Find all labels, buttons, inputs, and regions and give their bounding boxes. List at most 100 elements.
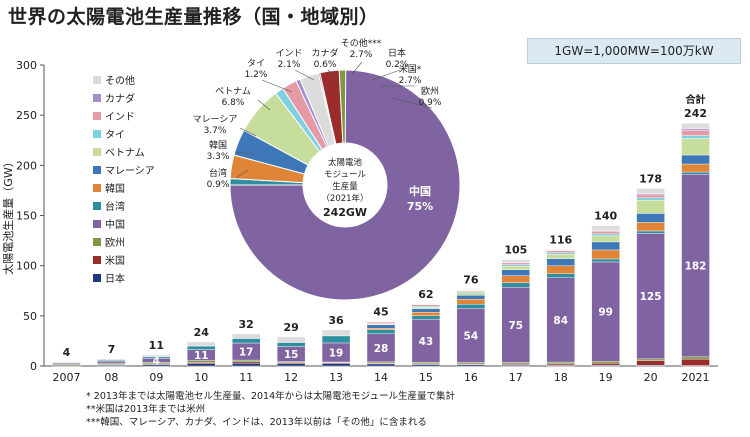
donut-slice-value: 2.7%: [350, 50, 373, 60]
bar-segment: [636, 188, 665, 195]
bar-segment: [456, 295, 486, 300]
donut-slice-name: 中国: [409, 184, 431, 198]
donut-slice-value: 0.2%: [386, 60, 409, 70]
bar-segment: [97, 358, 126, 361]
legend-label: 日本: [105, 272, 125, 285]
bar-segment: [636, 233, 665, 360]
bar-segment: [681, 138, 710, 156]
bar-segment: [231, 361, 261, 364]
bar-segment: [546, 258, 575, 266]
donut-slice-name: 欧州: [421, 85, 439, 97]
bar-segment: [321, 363, 351, 367]
bar-segment: [411, 362, 441, 365]
legend-swatch: [93, 274, 101, 282]
bar-segment: [636, 360, 665, 366]
china-value-label: 75: [508, 320, 523, 332]
leader-line: [235, 169, 249, 179]
bar-segment: [681, 358, 710, 366]
total-label: 7: [108, 343, 116, 356]
china-value-label: 19: [329, 347, 344, 359]
bar-segment: [501, 265, 530, 270]
bar-segment: [411, 315, 441, 320]
bar-segment: [97, 360, 126, 364]
legend-swatch: [93, 238, 101, 246]
bar-segment: [501, 287, 530, 363]
china-value-label: 54: [464, 330, 479, 342]
bar-segment: [501, 282, 530, 288]
x-tick-label: 12: [284, 371, 298, 384]
bar-segment: [636, 358, 665, 361]
bar-segment: [636, 197, 665, 201]
total-label: 36: [328, 314, 344, 327]
legend-swatch: [93, 166, 101, 174]
bar-segment: [187, 345, 216, 350]
donut-slice-name: 韓国: [209, 140, 227, 151]
donut-slice-name: タイ: [247, 58, 265, 69]
total-label: 140: [594, 210, 617, 223]
x-tick-label: 2007: [52, 371, 80, 384]
china-value-label: 125: [640, 291, 662, 303]
unit-note-box: 1GW=1,000MW=100万kW: [527, 38, 741, 64]
total-label: 105: [504, 244, 527, 257]
bar-segment: [591, 241, 620, 251]
total-label: 62: [418, 288, 433, 301]
donut-slice-name: 日本: [388, 47, 406, 59]
leader-line: [294, 69, 315, 81]
legend-label: カナダ: [105, 92, 135, 105]
x-tick-label: 15: [419, 371, 433, 384]
china-value-label: 182: [685, 261, 707, 273]
donut-slice-value: 3.3%: [207, 152, 230, 162]
donut-slice-name: 米国*: [399, 63, 422, 75]
bar-segment: [546, 277, 575, 363]
bar-segment: [456, 299, 486, 305]
china-value-label: 99: [598, 307, 613, 319]
china-value-label: 15: [284, 349, 299, 361]
bar-segment: [591, 225, 620, 231]
bar-segment: [366, 363, 396, 367]
x-tick-label: 20: [644, 371, 658, 384]
legend-label: 韓国: [105, 183, 125, 195]
bar-segment: [411, 304, 441, 307]
china-value-label: 11: [194, 350, 209, 362]
legend-label: 中国: [105, 218, 125, 231]
china-value-label: 4: [153, 355, 160, 367]
donut-slice-name: 台湾: [209, 167, 227, 179]
bar-segment: [276, 363, 306, 367]
bar-segment: [591, 362, 620, 366]
x-tick-label: 18: [554, 371, 568, 384]
y-tick-label: 0: [30, 360, 37, 373]
donut-slice-value: 2.1%: [278, 60, 301, 70]
bar-segment: [546, 265, 575, 274]
china-value-label: 17: [239, 347, 254, 359]
bar-segment: [681, 174, 710, 358]
bar-segment: [411, 312, 441, 316]
bar-segment: [142, 354, 171, 358]
y-tick-label: 150: [16, 210, 37, 223]
bar-segment: [636, 213, 665, 223]
bar-segment: [591, 231, 620, 235]
leader-line: [235, 151, 255, 155]
x-tick-label: 14: [374, 371, 388, 384]
bar-segment: [546, 361, 575, 365]
bar-segment: [501, 259, 530, 263]
donut-slice: [338, 69, 347, 144]
bar-segment: [187, 341, 216, 347]
total-label: 45: [373, 305, 388, 318]
bar-segment: [456, 289, 486, 291]
donut-slice-name: マレーシア: [193, 115, 238, 125]
y-axis-label: 太陽電池生産量（GW）: [1, 156, 15, 274]
bar-segment: [501, 269, 530, 276]
bar-segment: [366, 321, 396, 323]
legend-swatch: [93, 148, 101, 156]
total-label: 32: [239, 318, 254, 331]
x-tick-label: 2021: [682, 371, 710, 384]
total-label: 242: [684, 107, 707, 120]
bar-segment: [411, 308, 441, 313]
bar-segment: [546, 250, 575, 253]
donut-slice-value: 0.9%: [419, 98, 442, 108]
footnote-2: **米国は2013年までは米州: [86, 404, 206, 415]
legend-label: 米国: [105, 254, 125, 267]
leader-line: [391, 97, 433, 109]
china-value-label: 84: [553, 315, 568, 327]
leader-line: [261, 79, 293, 93]
